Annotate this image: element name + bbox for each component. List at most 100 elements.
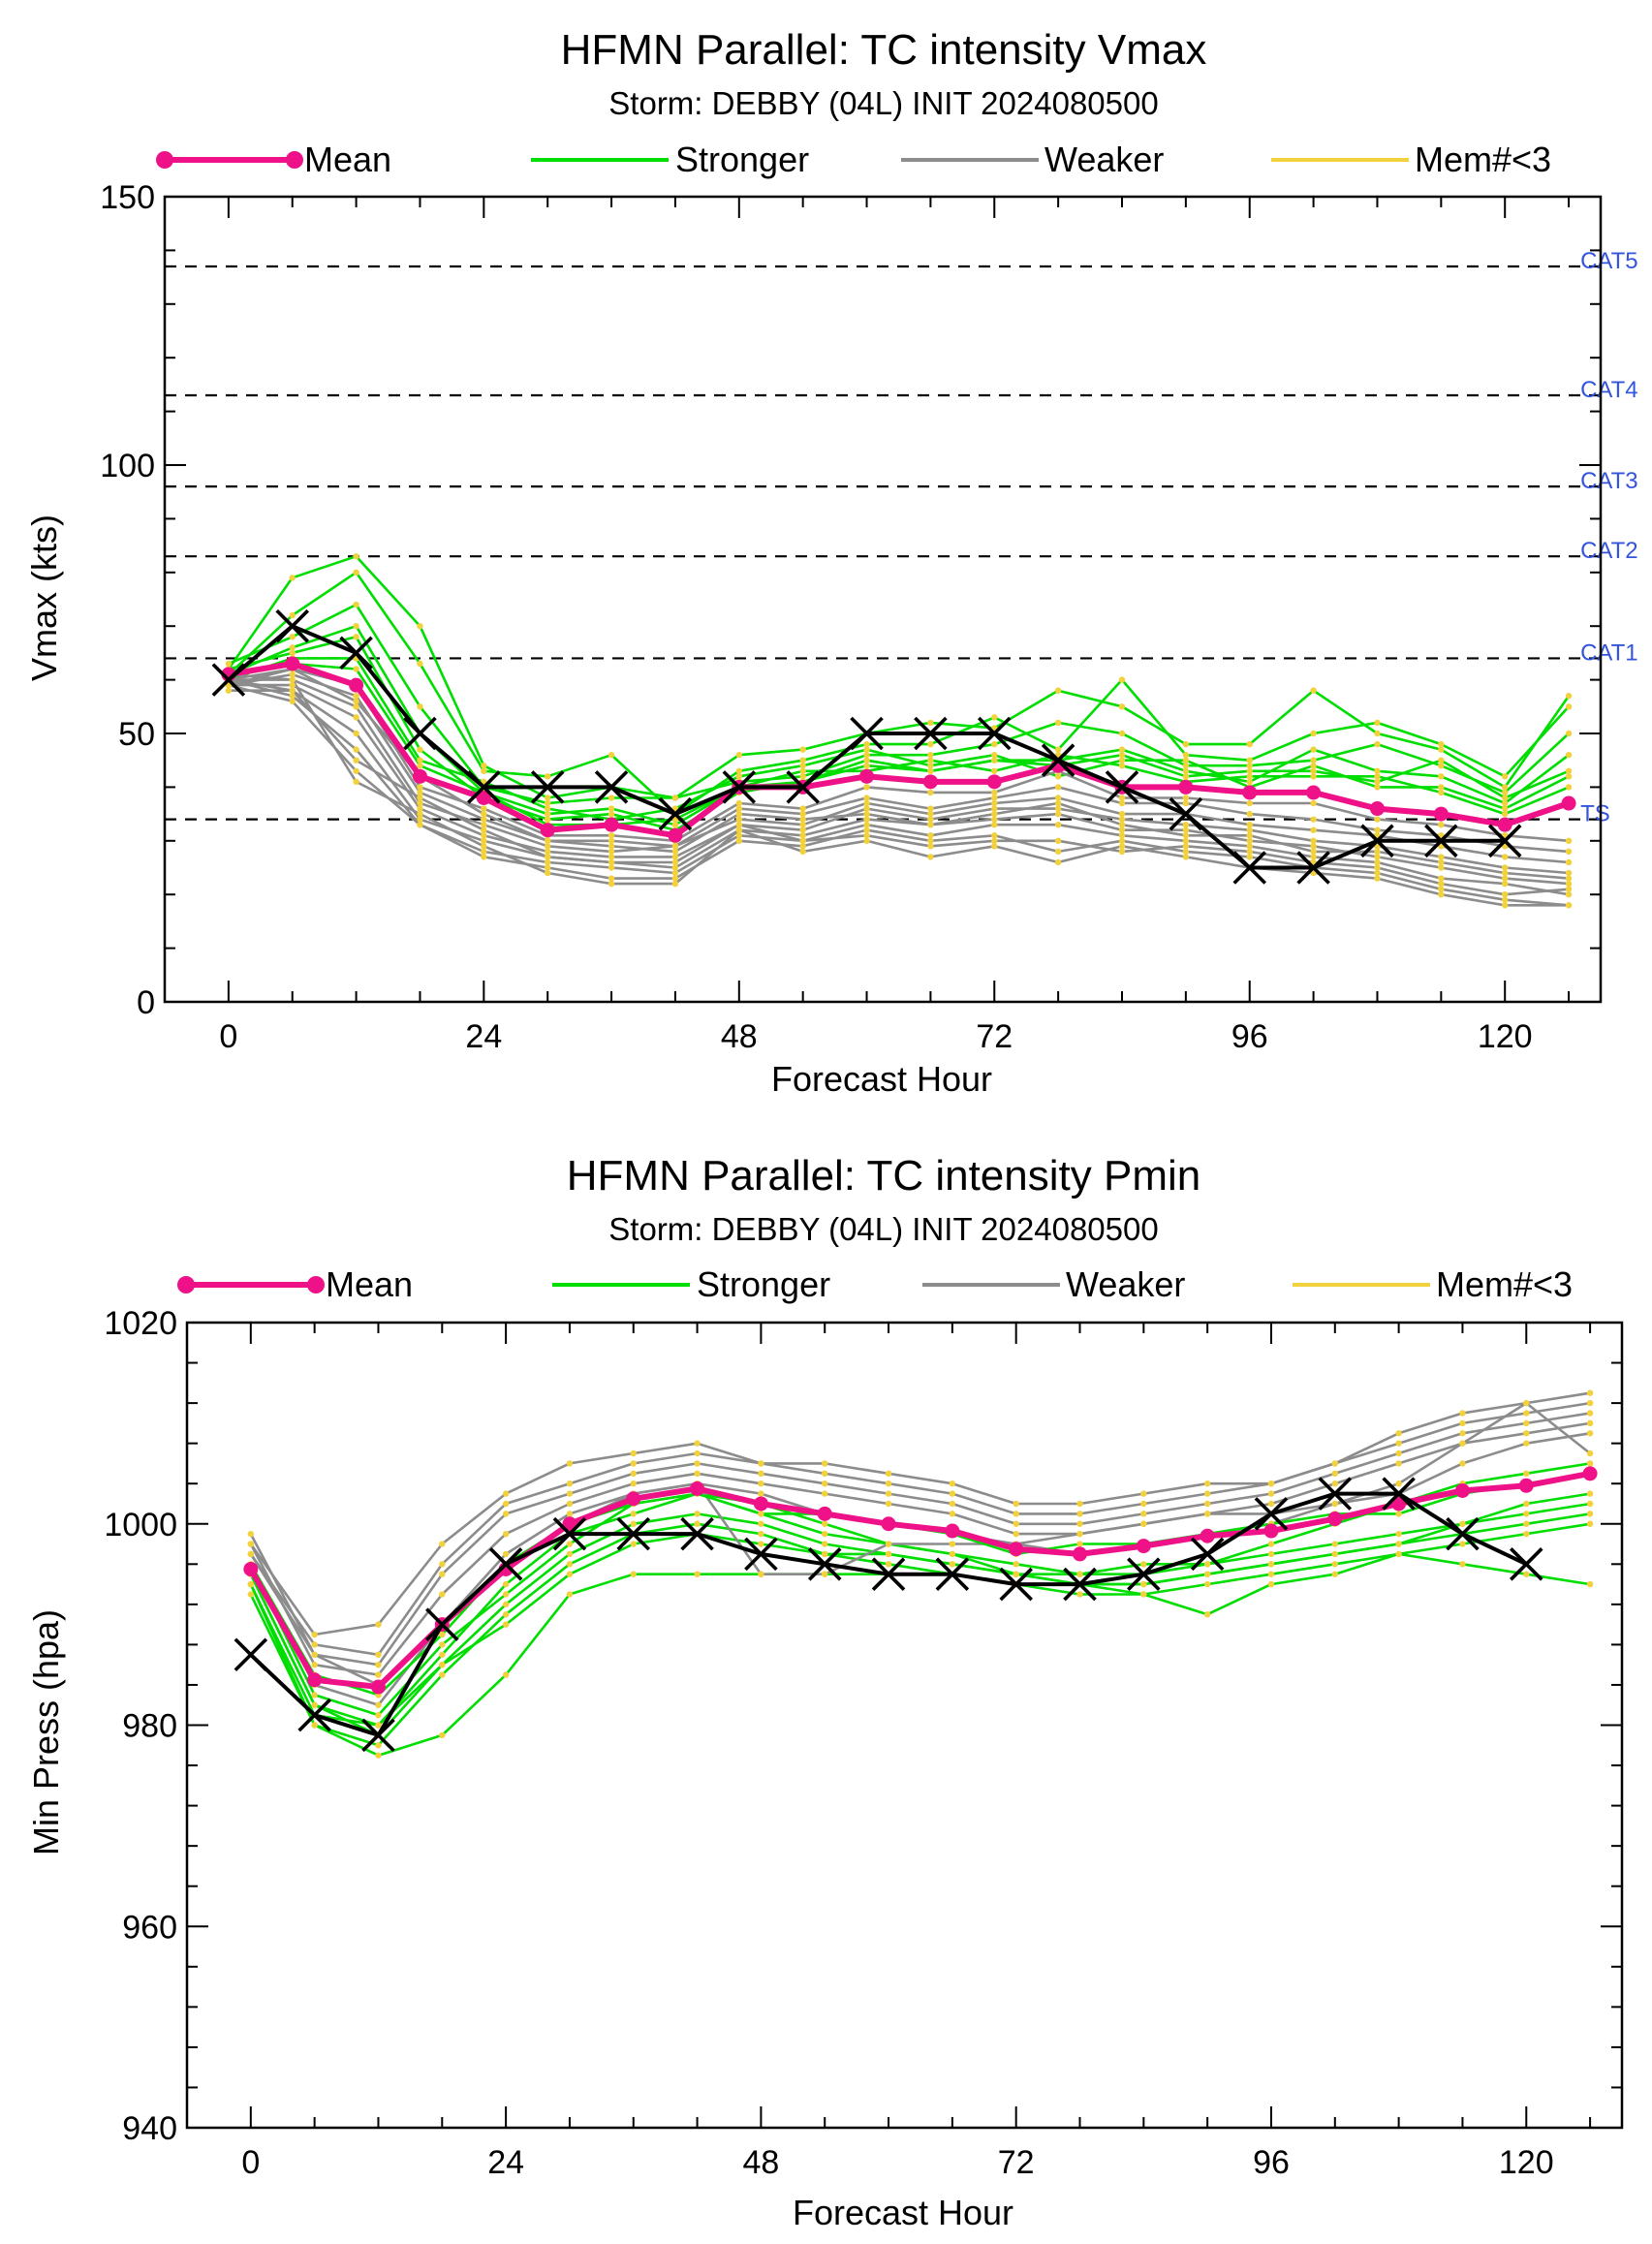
- member-point: [502, 1490, 510, 1497]
- member-point: [247, 1541, 255, 1547]
- member-point: [735, 832, 742, 839]
- best-track-marker: [339, 636, 373, 670]
- member-point: [353, 778, 359, 786]
- member-point: [502, 1500, 510, 1508]
- mean-point: [1306, 785, 1322, 800]
- member-point: [991, 740, 998, 748]
- member-point: [991, 767, 998, 774]
- member-point: [1565, 886, 1573, 892]
- member-point: [289, 649, 296, 657]
- legend-label-mean: Mean: [304, 140, 391, 179]
- member-point: [1267, 1571, 1275, 1577]
- best-track-marker: [467, 770, 501, 804]
- member-point: [671, 848, 679, 856]
- member-point: [289, 644, 296, 651]
- member-point: [1076, 1530, 1083, 1538]
- member-point: [608, 832, 615, 839]
- member-point: [991, 837, 998, 844]
- member-point: [822, 1541, 828, 1547]
- member-point: [1203, 1580, 1211, 1588]
- member-point: [927, 821, 934, 828]
- x-tick-label: 0: [241, 2144, 260, 2181]
- member-point: [1438, 789, 1445, 796]
- mean-point: [945, 1523, 960, 1539]
- member-point: [481, 854, 487, 860]
- best-track-marker: [1232, 851, 1267, 885]
- member-point: [1374, 848, 1381, 856]
- member-point: [1459, 1410, 1466, 1417]
- member-point: [545, 848, 551, 856]
- member-point: [1438, 773, 1445, 780]
- member-point: [1182, 821, 1190, 828]
- member-point: [863, 810, 870, 818]
- member-point: [1182, 740, 1190, 748]
- weaker-member-line: [249, 1401, 1591, 1657]
- best-track-marker: [488, 1547, 523, 1581]
- y-tick-label: 940: [122, 2110, 177, 2147]
- member-point: [1459, 1541, 1466, 1547]
- member-point: [1523, 1440, 1530, 1447]
- member-point: [885, 1470, 892, 1478]
- member-point: [1438, 858, 1445, 866]
- mean-point: [1518, 1478, 1534, 1493]
- member-point: [289, 575, 296, 581]
- x-tick-label: 24: [487, 2144, 524, 2181]
- member-point: [671, 843, 679, 850]
- member-point: [1586, 1410, 1594, 1417]
- member-point: [671, 795, 679, 801]
- member-point: [1267, 1580, 1275, 1588]
- member-point: [225, 687, 233, 694]
- best-track-marker: [680, 1516, 714, 1551]
- best-track-marker: [1063, 1567, 1097, 1602]
- member-point: [1246, 848, 1253, 856]
- legend-label-mean: Mean: [326, 1264, 413, 1304]
- member-point: [1203, 1611, 1211, 1618]
- member-point: [289, 676, 296, 683]
- member-point: [1438, 854, 1445, 860]
- chart-subtitle: Storm: DEBBY (04L) INIT 2024080500: [608, 85, 1158, 121]
- mean-point: [1369, 801, 1385, 817]
- best-track-marker: [1041, 743, 1075, 777]
- member-point: [799, 821, 806, 828]
- member-point: [1118, 746, 1126, 753]
- member-point: [353, 666, 359, 672]
- member-point: [502, 1621, 510, 1628]
- y-tick-label: 50: [118, 716, 155, 753]
- member-point: [863, 816, 870, 823]
- member-point: [1586, 1500, 1594, 1508]
- x-axis-label: Forecast Hour: [793, 2193, 1013, 2232]
- member-point: [1054, 687, 1062, 694]
- member-point: [1246, 826, 1253, 833]
- best-track-marker: [1254, 1497, 1289, 1531]
- member-point: [630, 1520, 637, 1527]
- mean-point: [1327, 1512, 1343, 1527]
- mean-point: [307, 1672, 323, 1688]
- member-point: [1565, 891, 1573, 898]
- member-point: [439, 1671, 446, 1678]
- member-point: [502, 1550, 510, 1558]
- member-point: [1374, 858, 1381, 866]
- member-point: [1118, 795, 1126, 801]
- member-point: [1076, 1500, 1083, 1508]
- weaker-member-line: [228, 683, 1570, 875]
- member-point: [417, 763, 423, 769]
- member-point: [311, 1631, 318, 1638]
- member-point: [758, 1460, 764, 1467]
- member-point: [1182, 795, 1190, 801]
- mean-point: [922, 774, 938, 790]
- member-point: [1374, 784, 1381, 791]
- member-point: [799, 773, 806, 780]
- x-tick-label: 72: [976, 1018, 1013, 1055]
- member-point: [1459, 1430, 1466, 1437]
- member-point: [608, 805, 615, 812]
- member-point: [1523, 1530, 1530, 1538]
- member-point: [1374, 740, 1381, 748]
- member-point: [1586, 1449, 1594, 1457]
- member-point: [822, 1480, 828, 1487]
- threshold-label: CAT1: [1580, 639, 1638, 666]
- member-point: [1374, 767, 1381, 774]
- mean-point: [1391, 1496, 1407, 1512]
- stronger-member-line: [227, 554, 1571, 799]
- member-point: [671, 880, 679, 888]
- member-point: [502, 1580, 510, 1588]
